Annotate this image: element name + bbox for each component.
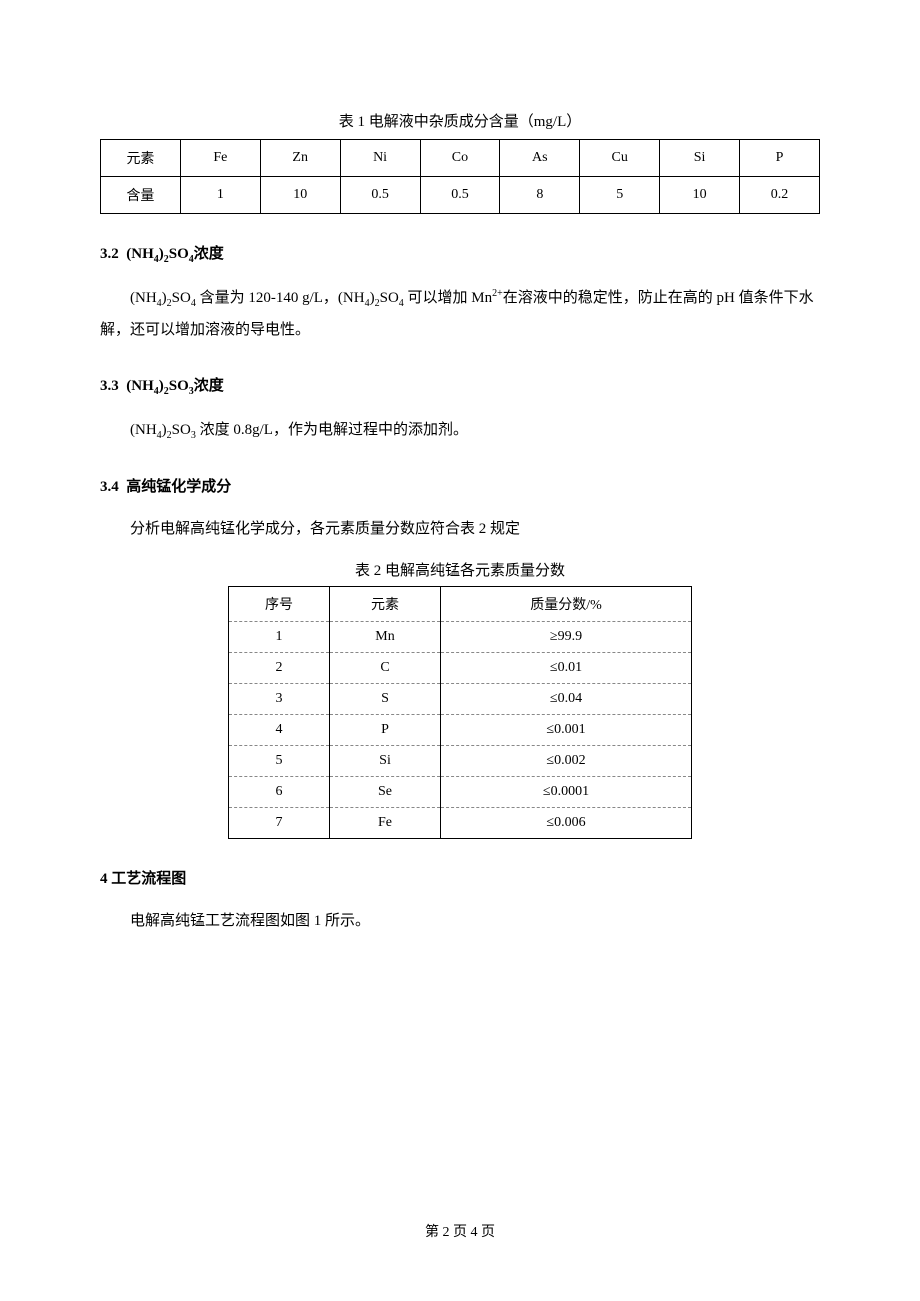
table2-seq: 5 <box>229 746 330 777</box>
section-3-4-body: 分析电解高纯锰化学成分，各元素质量分数应符合表 2 规定 <box>100 514 820 546</box>
table2-element: Mn <box>330 622 441 653</box>
table2-value: ≤0.04 <box>441 684 692 715</box>
section-num: 3.2 <box>100 246 119 262</box>
table2-value: ≤0.01 <box>441 653 692 684</box>
table2-caption: 表 2 电解高纯锰各元素质量分数 <box>100 559 820 580</box>
table2-header: 质量分数/% <box>441 587 692 622</box>
footer-mid: 页 <box>450 1225 471 1240</box>
section-num: 4 <box>100 871 108 887</box>
section-title: 工艺流程图 <box>111 871 186 887</box>
table1-val: 1 <box>180 177 260 214</box>
table2-element: P <box>330 715 441 746</box>
page: 表 1 电解液中杂质成分含量（mg/L） 元素 Fe Zn Ni Co As C… <box>0 0 920 1301</box>
section-num: 3.4 <box>100 479 119 495</box>
section-3-2-body: (NH4)2SO4 含量为 120-140 g/L，(NH4)2SO4 可以增加… <box>100 283 820 346</box>
table1-col: As <box>500 140 580 177</box>
table2-element: Se <box>330 777 441 808</box>
table2-row: 2 C ≤0.01 <box>229 653 692 684</box>
table1-caption: 表 1 电解液中杂质成分含量（mg/L） <box>100 110 820 131</box>
section-title: (NH4)2SO4浓度 <box>126 246 224 262</box>
table1-val: 0.5 <box>420 177 500 214</box>
table2-row: 7 Fe ≤0.006 <box>229 808 692 839</box>
table2-header-row: 序号 元素 质量分数/% <box>229 587 692 622</box>
table1-col: Ni <box>340 140 420 177</box>
caption-num: 1 <box>358 114 366 130</box>
caption-rest: 电解高纯锰各元素质量分数 <box>381 563 565 579</box>
table2-header: 元素 <box>330 587 441 622</box>
table2-element: Fe <box>330 808 441 839</box>
table2-value: ≤0.006 <box>441 808 692 839</box>
table2-seq: 3 <box>229 684 330 715</box>
table1-val: 8 <box>500 177 580 214</box>
table2-seq: 4 <box>229 715 330 746</box>
section-3-3-heading: 3.3 (NH4)2SO3浓度 <box>100 374 820 397</box>
table2-row: 5 Si ≤0.002 <box>229 746 692 777</box>
table1: 元素 Fe Zn Ni Co As Cu Si P 含量 1 10 0.5 0.… <box>100 139 820 214</box>
table2-element: S <box>330 684 441 715</box>
table2-seq: 6 <box>229 777 330 808</box>
table1-col: P <box>740 140 820 177</box>
table1-header-row: 元素 Fe Zn Ni Co As Cu Si P <box>101 140 820 177</box>
section-3-3-body: (NH4)2SO3 浓度 0.8g/L，作为电解过程中的添加剂。 <box>100 415 820 447</box>
table1-val: 0.5 <box>340 177 420 214</box>
table2-row: 6 Se ≤0.0001 <box>229 777 692 808</box>
caption-rest: 电解液中杂质成分含量（mg/L） <box>365 114 581 130</box>
section-3-4-heading: 3.4 高纯锰化学成分 <box>100 475 820 496</box>
table1-col: Fe <box>180 140 260 177</box>
table1-col: Zn <box>260 140 340 177</box>
table2-seq: 1 <box>229 622 330 653</box>
footer-total: 4 <box>471 1225 478 1240</box>
table1-value-row: 含量 1 10 0.5 0.5 8 5 10 0.2 <box>101 177 820 214</box>
table2-element: C <box>330 653 441 684</box>
table1-col: Cu <box>580 140 660 177</box>
table1-col: Co <box>420 140 500 177</box>
table1-row-label: 含量 <box>101 177 181 214</box>
table2-row: 1 Mn ≥99.9 <box>229 622 692 653</box>
section-title: (NH4)2SO3浓度 <box>126 378 224 394</box>
table2-value: ≤0.002 <box>441 746 692 777</box>
table2-header: 序号 <box>229 587 330 622</box>
section-4-heading: 4 工艺流程图 <box>100 867 820 888</box>
table2-value: ≤0.0001 <box>441 777 692 808</box>
footer-prefix: 第 <box>425 1225 443 1240</box>
table1-val: 5 <box>580 177 660 214</box>
table2-value: ≥99.9 <box>441 622 692 653</box>
table2-row: 3 S ≤0.04 <box>229 684 692 715</box>
page-footer: 第 2 页 4 页 <box>0 1221 920 1241</box>
section-num: 3.3 <box>100 378 119 394</box>
table2-seq: 7 <box>229 808 330 839</box>
table2-element: Si <box>330 746 441 777</box>
table2-value: ≤0.001 <box>441 715 692 746</box>
table1-val: 10 <box>660 177 740 214</box>
section-title: 高纯锰化学成分 <box>126 479 231 495</box>
caption-prefix: 表 <box>355 563 374 579</box>
table1-val: 10 <box>260 177 340 214</box>
footer-page: 2 <box>443 1225 450 1240</box>
table1-col: Si <box>660 140 740 177</box>
caption-prefix: 表 <box>339 114 358 130</box>
table2: 序号 元素 质量分数/% 1 Mn ≥99.9 2 C ≤0.01 3 S ≤0… <box>228 586 692 839</box>
table2-seq: 2 <box>229 653 330 684</box>
footer-suffix: 页 <box>478 1225 496 1240</box>
table1-row-label: 元素 <box>101 140 181 177</box>
table2-row: 4 P ≤0.001 <box>229 715 692 746</box>
table1-val: 0.2 <box>740 177 820 214</box>
section-3-2-heading: 3.2 (NH4)2SO4浓度 <box>100 242 820 265</box>
section-4-body: 电解高纯锰工艺流程图如图 1 所示。 <box>100 906 820 938</box>
